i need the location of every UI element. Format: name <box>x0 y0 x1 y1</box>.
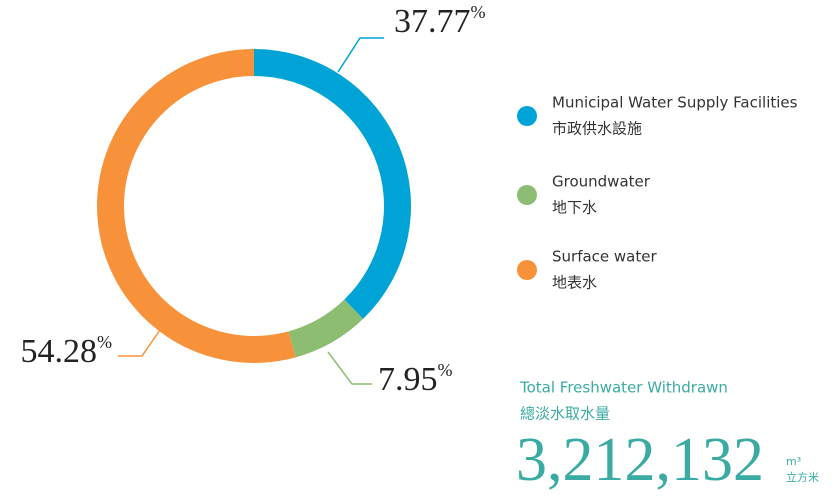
legend-label-zh: 市政供水設施 <box>552 120 642 138</box>
data-label-unit: % <box>438 360 453 380</box>
leader-line <box>337 37 384 73</box>
legend-label: Groundwater <box>552 173 651 191</box>
data-label: 37.77% <box>394 2 486 40</box>
leaders <box>118 37 384 385</box>
data-label: 54.28% <box>21 332 113 370</box>
total-value: 3,212,132 <box>516 426 764 494</box>
legend-marker <box>517 260 537 280</box>
donut-segment <box>254 49 412 319</box>
legend-marker <box>517 185 537 205</box>
data-label-unit: % <box>97 332 112 352</box>
total-unit-zh: 立方米 <box>786 470 819 484</box>
data-label: 7.95% <box>378 360 453 398</box>
data-label-value: 7.95 <box>378 361 438 398</box>
total-label-zh: 總淡水取水量 <box>520 405 610 423</box>
total-label: Total Freshwater Withdrawn <box>519 379 728 397</box>
leader-line <box>118 329 161 357</box>
legend-label: Municipal Water Supply Facilities <box>552 94 798 112</box>
total-unit: m³ <box>786 455 801 468</box>
data-label-unit: % <box>471 2 486 22</box>
legend-marker <box>517 106 537 126</box>
leader-line <box>327 351 372 385</box>
legend-label-zh: 地表水 <box>552 274 597 292</box>
data-label-value: 37.77 <box>394 3 471 40</box>
donut-segment <box>96 48 296 363</box>
data-label-value: 54.28 <box>21 333 98 370</box>
legend-label-zh: 地下水 <box>552 199 597 217</box>
legend-label: Surface water <box>552 248 657 266</box>
donut-segment <box>288 299 364 358</box>
